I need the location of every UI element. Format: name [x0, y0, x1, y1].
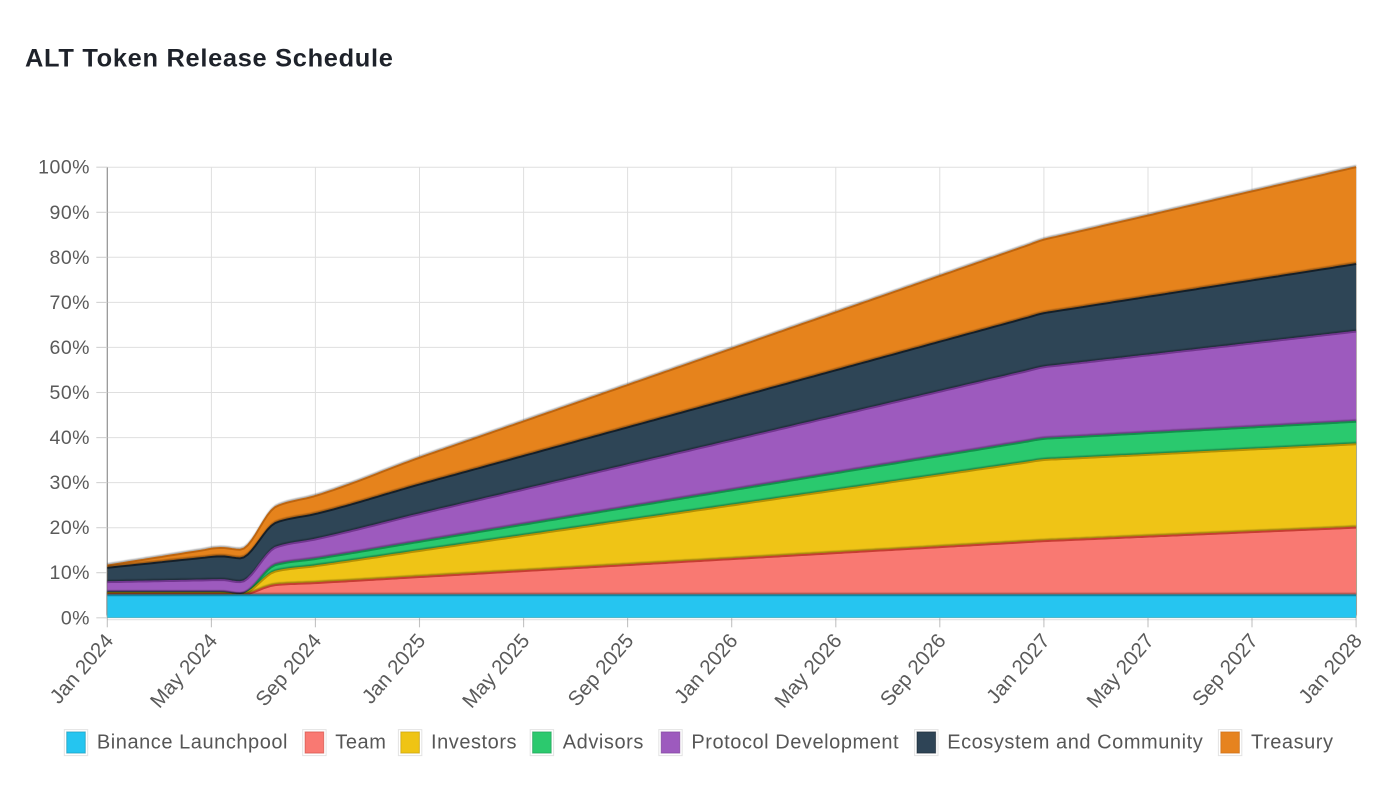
- svg-text:20%: 20%: [49, 517, 90, 539]
- svg-text:70%: 70%: [49, 292, 90, 314]
- svg-text:ALT Token Release Schedule: ALT Token Release Schedule: [25, 44, 394, 72]
- svg-text:Binance Launchpool: Binance Launchpool: [97, 731, 288, 753]
- svg-text:0%: 0%: [61, 607, 90, 629]
- svg-text:90%: 90%: [49, 202, 90, 224]
- svg-text:80%: 80%: [49, 247, 90, 269]
- svg-text:60%: 60%: [49, 337, 90, 359]
- svg-text:10%: 10%: [49, 562, 90, 584]
- svg-text:Team: Team: [335, 731, 386, 753]
- svg-text:Ecosystem and Community: Ecosystem and Community: [947, 731, 1203, 753]
- svg-text:30%: 30%: [49, 472, 90, 494]
- svg-text:50%: 50%: [49, 382, 90, 404]
- svg-text:Treasury: Treasury: [1251, 731, 1334, 753]
- svg-text:Protocol Development: Protocol Development: [691, 731, 899, 753]
- svg-text:100%: 100%: [38, 157, 90, 179]
- svg-text:Investors: Investors: [431, 731, 517, 753]
- svg-text:40%: 40%: [49, 427, 90, 449]
- svg-text:Advisors: Advisors: [563, 731, 644, 753]
